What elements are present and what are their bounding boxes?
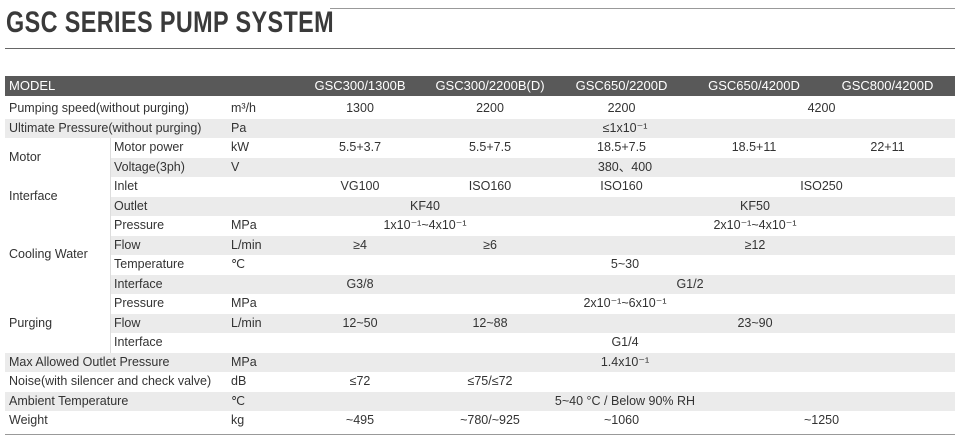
value-cell: 1x10⁻¹~4x10⁻¹ (383, 218, 467, 232)
value-cell: 5~30 (610, 257, 640, 271)
value-cell: 1300 (346, 101, 374, 115)
value-cell: KF50 (740, 198, 770, 213)
unit: MPa (231, 296, 257, 310)
value-cell: 5~40 °C / Below 90% RH (554, 393, 696, 408)
header-cell: GSC300/2200B(D) (435, 78, 545, 93)
row-shade (110, 313, 955, 333)
value-cell: 12~88 (472, 315, 508, 330)
value-cell: ≤72 (349, 374, 371, 388)
value-cell: 5.5+3.7 (338, 140, 382, 154)
value-cell: ≥6 (483, 237, 497, 252)
row-label: Flow (114, 237, 141, 252)
group-divider (110, 216, 111, 294)
title-rule (5, 48, 955, 49)
header-cell: GSC650/2200D (575, 78, 668, 93)
value-cell: 18.5+7.5 (596, 140, 647, 154)
unit: ℃ (231, 393, 246, 408)
row-label: Max Allowed Outlet Pressure (9, 354, 170, 369)
row-shade (5, 391, 955, 411)
group-divider (110, 138, 111, 177)
unit: L/min (231, 237, 262, 252)
row-shade (5, 118, 955, 138)
unit: MPa (231, 354, 257, 369)
unit: Pa (231, 120, 247, 135)
value-cell: ≥4 (353, 237, 367, 252)
row-label: Weight (9, 413, 48, 427)
page-title: GSC SERIES PUMP SYSTEM (6, 6, 335, 39)
value-cell: ISO160 (468, 179, 512, 193)
table-header (5, 76, 955, 96)
row-label: Interface (114, 335, 163, 349)
value-cell: ≤1x10⁻¹ (602, 120, 648, 135)
group-label: Interface (9, 188, 58, 203)
value-cell: ≥12 (744, 237, 766, 252)
row-label: Pressure (114, 218, 165, 232)
value-cell: ~780/~925 (460, 413, 520, 427)
unit: V (231, 159, 240, 174)
value-cell: 18.5+11 (731, 140, 777, 154)
value-cell: KF40 (410, 198, 440, 213)
value-cell: G1/2 (676, 276, 704, 291)
value-cell: 2x10⁻¹~4x10⁻¹ (713, 218, 797, 232)
value-cell: G3/8 (346, 276, 374, 291)
group-divider (110, 294, 111, 353)
value-cell: 380、400 (597, 159, 653, 174)
value-cell: ISO160 (600, 179, 643, 193)
row-label: Interface (114, 276, 163, 291)
row-label: Pumping speed(without purging) (9, 101, 189, 115)
row-label: Motor power (114, 140, 184, 154)
row-label: Ultimate Pressure(without purging) (9, 120, 202, 135)
table-bottom-rule (5, 434, 955, 435)
row-label: Ambient Temperature (9, 393, 129, 408)
unit: ℃ (231, 257, 246, 271)
header-cell: GSC650/4200D (708, 78, 800, 93)
value-cell: ~495 (345, 413, 375, 427)
header-cell: MODEL (9, 78, 56, 93)
value-cell: ~1250 (803, 413, 840, 427)
row-shade (110, 235, 955, 255)
row-label: Inlet (114, 179, 138, 193)
value-cell: 22+11 (870, 140, 905, 154)
value-cell: G1/4 (611, 335, 639, 349)
row-label: Voltage(3ph) (114, 159, 185, 174)
unit: MPa (231, 218, 257, 232)
row-label: Pressure (114, 296, 165, 310)
group-label: Cooling Water (9, 247, 88, 262)
group-divider (110, 177, 111, 216)
row-shade (110, 157, 955, 177)
value-cell: 2x10⁻¹~6x10⁻¹ (583, 296, 667, 310)
value-cell: ISO250 (800, 179, 843, 193)
row-label: Noise(with silencer and check valve) (9, 374, 212, 388)
value-cell: 2200 (607, 101, 636, 115)
row-label: Flow (114, 315, 141, 330)
value-cell: 12~50 (342, 315, 378, 330)
row-shade (110, 274, 955, 294)
row-label: Outlet (114, 198, 148, 213)
header-cell: GSC800/4200D (841, 78, 934, 93)
value-cell: 4200 (807, 101, 836, 115)
top-rule (330, 8, 955, 9)
unit: kg (231, 413, 245, 427)
value-cell: 2200 (476, 101, 504, 115)
row-shade (110, 196, 955, 216)
row-shade (5, 352, 955, 372)
unit: dB (231, 374, 247, 388)
group-label: Motor (9, 149, 41, 164)
unit: kW (231, 140, 250, 154)
row-label: Temperature (114, 257, 185, 271)
value-cell: ~1060 (603, 413, 640, 427)
value-cell: 5.5+7.5 (468, 140, 512, 154)
unit: L/min (231, 315, 262, 330)
header-cell: GSC300/1300B (314, 78, 406, 93)
value-cell: 1.4x10⁻¹ (600, 354, 650, 369)
unit: m³/h (231, 101, 256, 115)
value-cell: VG100 (340, 179, 380, 193)
value-cell: ≤75/≤72 (467, 374, 513, 388)
value-cell: 23~90 (737, 315, 773, 330)
group-label: Purging (9, 315, 53, 330)
